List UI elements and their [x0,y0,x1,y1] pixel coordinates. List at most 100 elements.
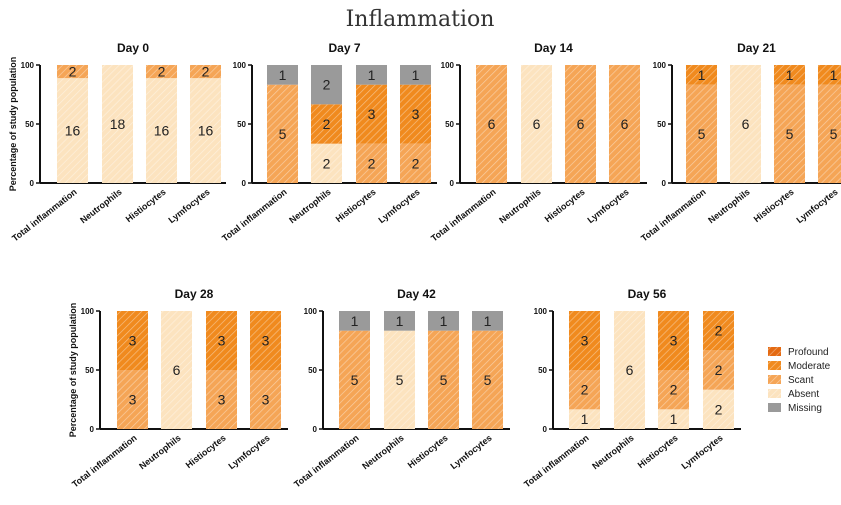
panel-title: Day 7 [328,41,360,55]
panel-title: Day 42 [397,287,436,301]
bar-histiocytes: 16 2 [146,64,177,183]
legend-label: Missing [788,403,822,414]
bar-segment-hatch [521,65,552,183]
segment-label: 3 [129,333,137,349]
legend-item-missing: Missing [768,403,822,414]
bar-histiocytes: 33 [206,311,237,429]
segment-label: 2 [715,401,723,417]
y-axis-label: Percentage of study population [68,303,78,438]
segment-label: 2 [670,382,678,398]
bar-segment-hatch [190,65,221,79]
segment-label: 2 [412,155,420,171]
y-tick-label: 50 [237,120,246,129]
legend-swatch-hatch [768,389,781,398]
segment-label: 3 [218,392,226,408]
bar-total-inflammation: 51 [339,311,370,429]
bar-segment-hatch [569,370,600,410]
bar-segment-hatch [569,409,600,429]
bar-lymfocytes: 2 3 1 [400,65,431,183]
bar-neutrophils: 18 [102,65,133,183]
bar-total-inflammation: 51 [267,65,298,183]
segment-label: 2 [323,77,331,93]
segment-label: 1 [830,67,838,83]
segment-label: 6 [742,116,750,132]
y-tick-label: 0 [30,179,35,188]
category-label: Neutrophils [590,433,636,472]
bar-segment-hatch [311,104,342,144]
bar-neutrophils: 6 [730,65,761,183]
category-label: Histiocytes [752,187,796,224]
bar-segment-hatch [686,84,717,183]
bar-segment-hatch [117,311,148,370]
bar-segment-hatch [400,143,431,183]
segment-label: 2 [69,64,77,80]
bar-segment-hatch [774,65,805,85]
legend-swatch-hatch [768,347,781,356]
segment-label: 3 [129,392,137,408]
bar-segment-hatch [190,78,221,183]
y-tick-label: 100 [233,61,247,70]
bar-lymfocytes: 6 [609,65,640,183]
segment-label: 3 [670,333,678,349]
bar-segment-hatch [428,330,459,429]
bar-segment-hatch [146,78,177,183]
category-label: Lymfocytes [585,187,630,225]
y-axis-label: Percentage of study population [8,57,18,192]
category-label: Neutrophils [497,187,543,226]
bar-neutrophils: 6 [161,311,192,429]
category-label: Neutrophils [78,187,124,226]
segment-label: 6 [577,116,585,132]
bar-neutrophils: 6 [521,65,552,183]
segment-label: 1 [786,67,794,83]
bar-segment-hatch [703,389,734,429]
bar-segment-missing [384,311,415,331]
segment-label: 1 [396,313,404,329]
segment-label: 3 [218,333,226,349]
bar-segment-hatch [356,84,387,144]
bar-segment-hatch [609,65,640,183]
y-tick-label: 0 [450,179,455,188]
panel-title: Day 21 [737,41,776,55]
bar-segment-hatch [686,65,717,85]
bar-total-inflammation: 1 2 3 [569,311,600,429]
segment-label: 16 [154,123,170,139]
segment-label: 2 [581,382,589,398]
bar-segment-hatch [161,311,192,429]
bar-total-inflammation: 6 [476,65,507,183]
bar-segment-hatch [614,311,645,429]
category-label: Total inflammation [10,187,79,244]
category-label: Histiocytes [124,187,168,224]
y-tick-label: 50 [538,366,547,375]
segment-label: 5 [786,126,794,142]
legend-label: Profound [788,347,829,358]
bar-lymfocytes: 16 2 [190,64,221,183]
panel-title: Day 28 [175,287,214,301]
bar-histiocytes: 6 [565,65,596,183]
y-tick-label: 0 [543,425,548,434]
category-label: Histiocytes [184,433,228,470]
bar-segment-missing [339,311,370,331]
category-label: Neutrophils [137,433,183,472]
category-label: Total inflammation [70,433,139,490]
bar-segment-missing [267,65,298,85]
category-label: Lymfocytes [679,433,724,471]
segment-label: 3 [581,333,589,349]
category-label: Total inflammation [639,187,708,244]
bar-segment-missing [472,311,503,331]
y-tick-label: 100 [81,307,95,316]
segment-label: 2 [323,116,331,132]
bar-lymfocytes: 2 2 2 [703,311,734,429]
bar-segment-hatch [206,311,237,370]
category-label: Lymfocytes [376,187,421,225]
legend-item-absent: Absent [768,389,819,400]
bar-segment-hatch [339,330,370,429]
panel-title: Day 0 [117,41,149,55]
legend-swatch [768,403,781,412]
bar-segment-hatch [569,311,600,370]
bar-segment-hatch [117,370,148,429]
segment-label: 2 [323,155,331,171]
bar-segment-hatch [658,409,689,429]
